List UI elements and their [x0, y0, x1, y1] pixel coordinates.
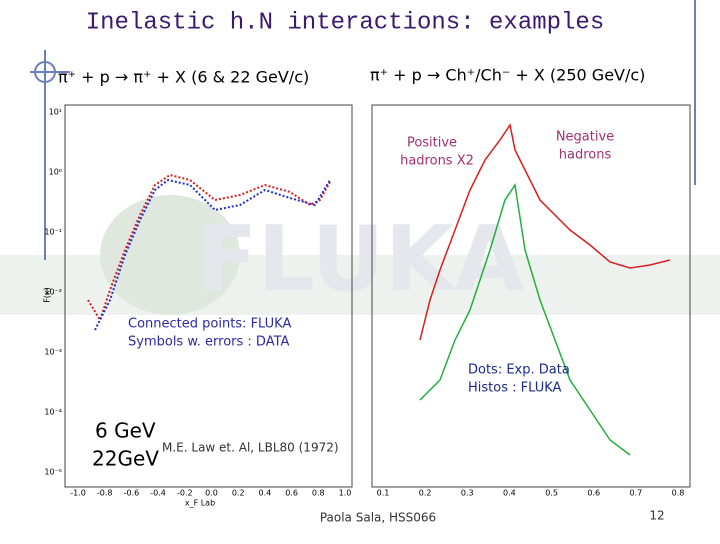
title: Inelastic h.N interactions: examples [86, 9, 604, 36]
x-tick-label: 0.8 [312, 489, 325, 498]
negative-label: Negative [556, 130, 614, 145]
x-tick-label: 0.0 [205, 489, 218, 498]
x-tick-label: -0.6 [124, 489, 140, 498]
positive-label: Positive [407, 136, 457, 151]
x-tick-label: 0.6 [285, 489, 298, 498]
right-note: Dots: Exp. Data [468, 363, 570, 378]
y-tick-label: 10⁻⁵ [44, 468, 62, 477]
y-tick-label: 10⁻³ [44, 348, 62, 357]
right-hist-red [419, 123, 671, 341]
page-number: 12 [649, 509, 664, 523]
x-tick-label: 0.1 [377, 489, 390, 498]
x-tick-label: 0.5 [545, 489, 558, 498]
x-tick-label: 0.6 [587, 489, 600, 498]
x-tick-label: -1.0 [70, 489, 86, 498]
x-tick-label: 0.4 [503, 489, 516, 498]
left-note: Connected points: FLUKA [128, 317, 291, 332]
deco-circle [34, 61, 56, 83]
x-tick-label: 0.3 [461, 489, 474, 498]
left-frame [64, 104, 353, 488]
left-ylabel: F(x) [43, 287, 52, 303]
positive-label: hadrons X2 [400, 154, 474, 169]
left-curve-red [87, 173, 331, 323]
x-tick-label: 0.8 [672, 489, 685, 498]
x-tick-label: 0.2 [232, 489, 245, 498]
footer-author: Paola Sala, HSS066 [320, 511, 436, 525]
x-tick-label: 1.0 [339, 489, 352, 498]
right-note: Histos : FLUKA [468, 381, 562, 396]
right-frame [371, 104, 691, 488]
y-tick-label: 10⁰ [49, 168, 62, 177]
x-tick-label: 0.2 [419, 489, 432, 498]
y-tick-label: 10¹ [49, 108, 62, 117]
left-heading: π⁺ + p → π⁺ + X (6 & 22 GeV/c) [58, 68, 309, 87]
negative-label: hadrons [559, 148, 612, 163]
x-tick-label: -0.8 [97, 489, 113, 498]
y-tick-label: 10⁻¹ [44, 228, 62, 237]
left-curve-blue [94, 178, 331, 331]
reference: M.E. Law et. Al, LBL80 (1972) [162, 441, 339, 455]
x-tick-label: 0.7 [629, 489, 642, 498]
y-tick-label: 10⁻² [44, 288, 62, 297]
watermark: FLUKA [196, 207, 524, 312]
right-hist-green [419, 182, 631, 456]
x-tick-label: -0.4 [150, 489, 166, 498]
y-tick-label: 10⁻⁴ [44, 408, 62, 417]
right-heading: π⁺ + p → Ch⁺/Ch⁻ + X (250 GeV/c) [370, 66, 645, 85]
x-tick-label: 0.4 [259, 489, 272, 498]
left-xlabel: x_F Lab [185, 499, 215, 508]
left-note: Symbols w. errors : DATA [128, 335, 290, 350]
energy-label: 6 GeV [95, 419, 156, 443]
energy-label: 22GeV [92, 447, 159, 471]
x-tick-label: -0.2 [177, 489, 193, 498]
